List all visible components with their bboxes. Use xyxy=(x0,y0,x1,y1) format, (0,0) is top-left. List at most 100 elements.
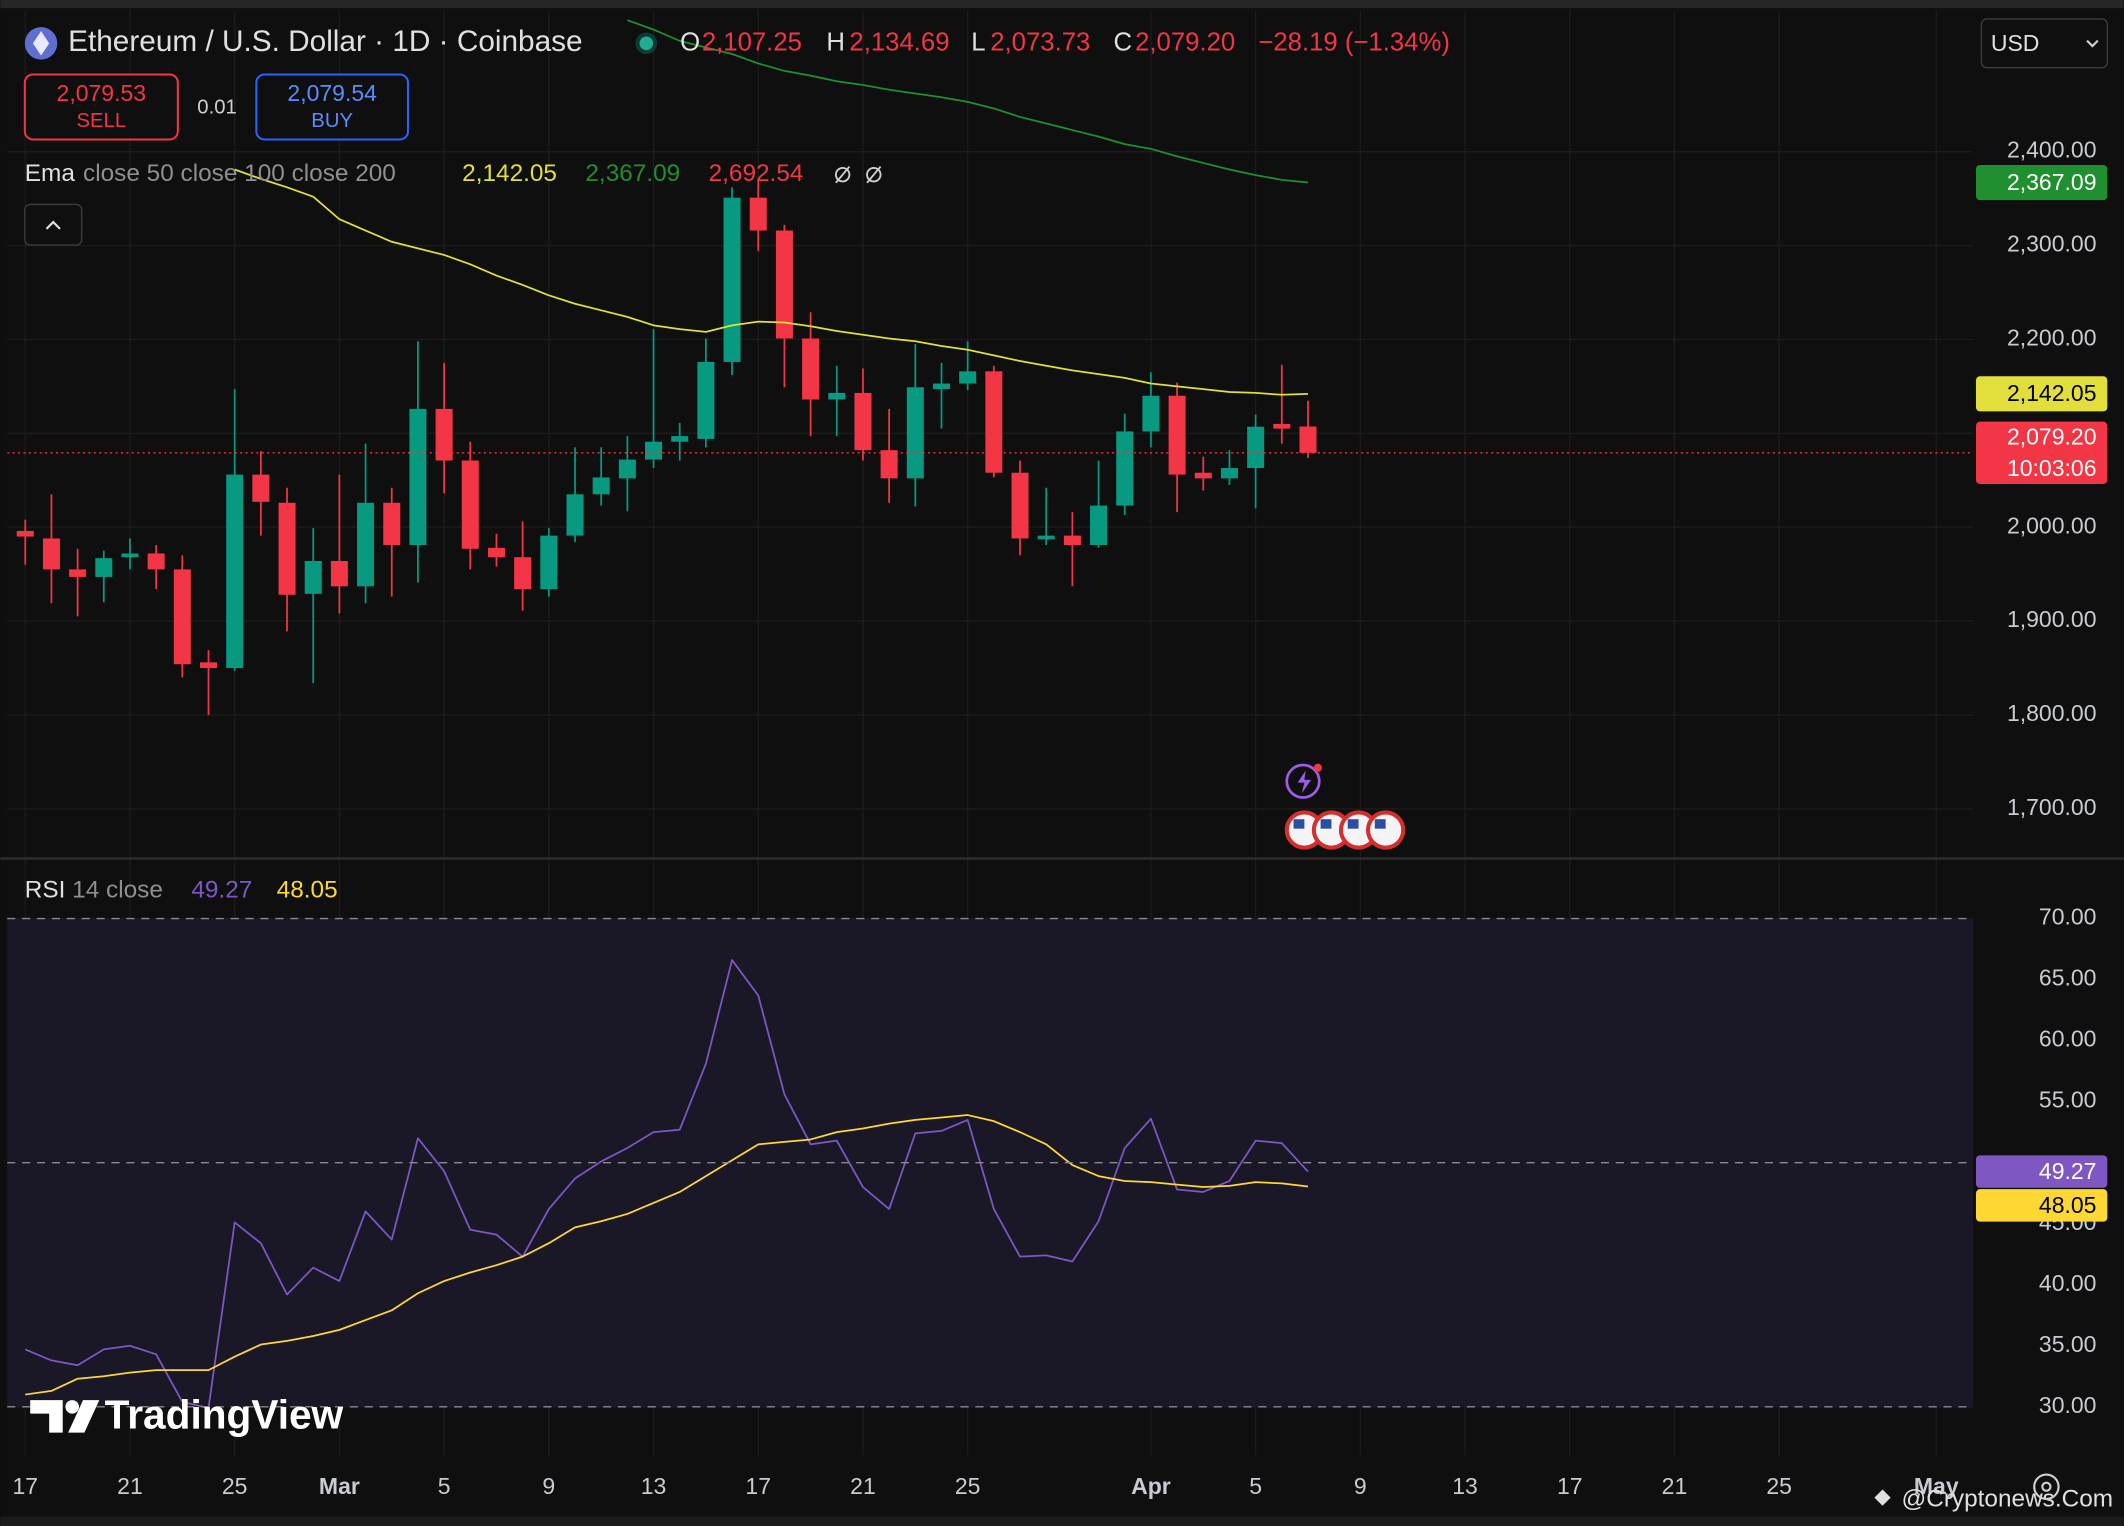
x-tick-label: Mar xyxy=(319,1473,360,1499)
flag-canton xyxy=(1320,819,1332,829)
flag-canton xyxy=(1347,819,1359,829)
badge-label: 49.27 xyxy=(2039,1158,2097,1184)
sell-button[interactable]: 2,079.53 SELL xyxy=(23,73,179,141)
candle-body xyxy=(959,371,977,384)
ohlc-value: 2,073.73 xyxy=(990,28,1090,56)
candle-body xyxy=(487,547,505,558)
x-tick-label: 9 xyxy=(542,1473,555,1499)
candle-body xyxy=(278,502,296,595)
status-dot xyxy=(639,36,654,51)
candle-body xyxy=(69,569,87,577)
legend-value: 2,692.54 xyxy=(709,160,804,187)
dropdown-chevron[interactable] xyxy=(2086,39,2099,48)
candle-body xyxy=(252,474,270,502)
x-tick-label: 9 xyxy=(1354,1473,1367,1499)
candle-body xyxy=(802,338,820,400)
buy-price[interactable]: 2,079.54 xyxy=(287,80,377,106)
candle-body xyxy=(932,383,950,390)
y-tick-label: 2,400.00 xyxy=(2007,137,2097,163)
rsi-title: RSI xyxy=(25,876,66,903)
ohlc-label: O xyxy=(680,28,700,56)
axis-layer: 17 21 25 Mar 5 9 13 17 21 25 Apr 5 9 13 17 21 25 May 1,700… xyxy=(7,137,2108,1499)
y-tick-label: 1,800.00 xyxy=(2007,700,2097,726)
badge-label: 2,079.20 xyxy=(2007,424,2097,450)
ohlc-label: L xyxy=(971,28,985,56)
news-bolt xyxy=(1297,770,1312,794)
buy-box[interactable] xyxy=(255,73,410,141)
sell-box[interactable] xyxy=(23,73,179,141)
candle-body xyxy=(514,557,532,590)
rsi-plot xyxy=(24,959,1309,1409)
candle-body xyxy=(1299,426,1317,453)
candle-body xyxy=(16,530,34,537)
x-tick-label: 25 xyxy=(1766,1473,1792,1499)
sell-price[interactable]: 2,079.53 xyxy=(57,80,147,106)
candle-body xyxy=(1142,395,1160,432)
collapse-button[interactable] xyxy=(24,203,83,246)
ohlc-value: 2,079.20 xyxy=(1135,28,1235,56)
candle-body xyxy=(147,553,165,570)
x-tick-label: 13 xyxy=(1452,1473,1478,1499)
candle-body xyxy=(985,371,1003,473)
price-badge xyxy=(1975,1189,2108,1222)
indicator-params: close 50 close 100 close 200 xyxy=(83,160,396,187)
candle-body xyxy=(304,560,322,594)
settings-hub[interactable] xyxy=(2041,1481,2052,1492)
x-tick-label: 17 xyxy=(12,1473,38,1499)
settings-gear[interactable] xyxy=(2033,1473,2060,1501)
top-strip xyxy=(0,0,2124,9)
candle-body xyxy=(1011,472,1029,539)
y-tick-label: 2,200.00 xyxy=(2007,324,2097,350)
candle-body xyxy=(1063,535,1081,546)
currency-dropdown[interactable]: USD xyxy=(1980,18,2108,69)
flag-canton xyxy=(1293,819,1305,829)
hidden-series-icons xyxy=(834,165,882,184)
candle-body xyxy=(199,662,218,668)
x-tick-label: May xyxy=(1914,1473,1959,1499)
candle-body xyxy=(854,392,872,451)
watermark-logo: TradingView xyxy=(30,1391,344,1437)
indicator-line xyxy=(24,959,1309,1409)
candle-body xyxy=(42,538,60,570)
symbol-title: Ethereum / U.S. Dollar · 1D · Coinbase xyxy=(68,25,582,58)
candle-body xyxy=(749,197,767,231)
dropdown-box[interactable] xyxy=(1980,18,2108,69)
sell-label[interactable]: SELL xyxy=(76,110,126,132)
source-credit: @Cryptonews.Com xyxy=(1902,1486,2114,1513)
collapse-box[interactable] xyxy=(24,203,83,246)
candle-body xyxy=(461,460,479,549)
y-tick-label: 55.00 xyxy=(2039,1087,2097,1113)
candle-body xyxy=(566,494,584,536)
candle-body xyxy=(383,502,401,546)
rsi-params: 14 close xyxy=(72,876,163,903)
x-tick-label: 17 xyxy=(1557,1473,1583,1499)
indicator-line xyxy=(627,19,1309,184)
candle-body xyxy=(540,535,558,590)
logo-dot xyxy=(65,1400,79,1414)
candle-body xyxy=(1168,395,1186,475)
price-badge xyxy=(1975,376,2108,412)
price-plot xyxy=(7,19,1974,715)
news-dot xyxy=(1313,763,1322,772)
currency-label[interactable]: USD xyxy=(1991,30,2040,56)
buy-button[interactable]: 2,079.54 BUY xyxy=(255,73,410,141)
y-tick-label: 1,700.00 xyxy=(2007,794,2097,820)
badge-label: 48.05 xyxy=(2039,1192,2097,1218)
badge-label: 2,367.09 xyxy=(2007,169,2097,195)
y-tick-label: 2,300.00 xyxy=(2007,231,2097,257)
collapse-chevron[interactable] xyxy=(45,220,61,230)
legend-value: 2,142.05 xyxy=(462,160,557,187)
y-tick-label: 35.00 xyxy=(2039,1331,2097,1357)
x-tick-label: 25 xyxy=(955,1473,981,1499)
null-icon-slash xyxy=(835,165,851,184)
x-tick-label: 21 xyxy=(117,1473,143,1499)
ohlc-label: H xyxy=(826,28,845,56)
null-icon-slash xyxy=(866,165,882,184)
event-icons xyxy=(1284,763,1406,850)
indicator-line xyxy=(25,1114,1309,1396)
source-icon xyxy=(1874,1489,1891,1506)
buy-label[interactable]: BUY xyxy=(311,110,353,132)
settings-button[interactable] xyxy=(2033,1473,2060,1501)
